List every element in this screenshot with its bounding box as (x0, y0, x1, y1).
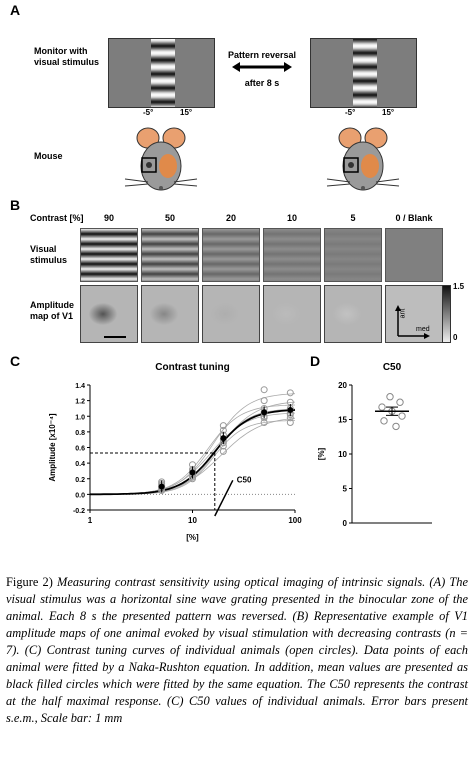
y-tick-label: 0 (343, 519, 348, 528)
y-tick-label: 0.6 (75, 446, 85, 453)
amplitude-map (324, 285, 382, 343)
individual-data-point (219, 422, 227, 430)
monitor-left (108, 38, 215, 108)
y-tick-label: 0.4 (75, 461, 85, 468)
contrast-header: Contrast [%] (30, 213, 84, 223)
contrast-value-label: 50 (164, 213, 175, 223)
y-tick-label: 0.2 (75, 477, 85, 484)
individual-data-point (260, 386, 268, 394)
x-tick-label: 100 (288, 516, 302, 525)
tick-left-a2: -5° (345, 108, 356, 117)
panel-d-letter: D (310, 353, 321, 369)
mean-data-point (158, 483, 165, 490)
x-tick-label: 1 (88, 516, 93, 525)
axis-ant-label: ant (399, 308, 407, 319)
mouse-label: Mouse (34, 151, 63, 161)
c50-data-point (392, 422, 400, 431)
contrast-value-label: 10 (286, 213, 297, 223)
amplitude-map-label: Amplitude map of V1 (30, 300, 74, 321)
c50-annotation-line (214, 479, 234, 517)
contrast-value-label: 0 / Blank (395, 213, 433, 223)
colorbar-min: 0 (453, 333, 458, 342)
y-tick-label: 1.2 (75, 399, 85, 406)
c50-data-point (386, 393, 394, 401)
c50-data-point (398, 412, 406, 420)
c50-data-point (378, 403, 386, 411)
individual-data-point (286, 419, 294, 426)
y-tick-label: 1.0 (75, 414, 85, 421)
mouse-illustration-right (326, 127, 400, 191)
figure-caption: Figure 2) Measuring contrast sensitivity… (6, 574, 468, 727)
individual-data-point (286, 389, 294, 397)
axis-med-label: med (416, 326, 430, 333)
y-tick-label: 10 (338, 450, 347, 459)
tick-right-a2: 15° (382, 108, 395, 117)
amplitude-map (385, 285, 443, 343)
amplitude-map (263, 285, 321, 343)
double-arrow-icon (232, 62, 292, 72)
c50-annotation: C50 (237, 475, 252, 484)
mouse-illustration-left (124, 127, 198, 191)
y-tick-label: 5 (343, 485, 348, 494)
y-axis-label: Amplitude [x10⁻⁴] (48, 413, 57, 482)
y-tick-label: 0.0 (75, 492, 85, 499)
panel-c-letter: C (10, 353, 21, 369)
y-tick-label: 1.4 (75, 383, 85, 390)
stimulus-grating (385, 228, 443, 282)
c50-data-point (396, 398, 404, 406)
contrast-tuning-chart: Contrast tuning -0.2 0.0 0.2 0.4 0.6 0.8 1.0 1.2… (48, 362, 302, 542)
grating-right (353, 39, 377, 107)
contrast-value-label: 90 (103, 213, 114, 223)
figure-label: Figure 2) (6, 575, 53, 589)
chart-title: Contrast tuning (155, 362, 229, 373)
individual-fit-curve (90, 420, 295, 495)
monitor-label: Monitor with visual stimulus (34, 46, 100, 67)
mean-data-point (261, 409, 268, 416)
amplitude-map (202, 285, 260, 343)
contrast-value-label: 20 (225, 213, 236, 223)
colorbar (442, 285, 451, 343)
mean-data-point (189, 469, 196, 476)
after-8s-label: after 8 s (244, 78, 280, 88)
c50-data-point (380, 417, 388, 425)
grating-left (151, 39, 175, 107)
monitor-right (310, 38, 417, 108)
y-tick-label: 0.8 (75, 430, 85, 437)
y-tick-label: 15 (338, 416, 347, 425)
tick-right-a: 15° (180, 108, 193, 117)
mean-data-point (287, 407, 294, 413)
colorbar-max: 1.5 (453, 282, 465, 291)
panel-b-letter: B (10, 197, 21, 213)
panel-a-letter: A (10, 2, 21, 18)
visual-stimulus-label: Visual stimulus (30, 244, 68, 265)
x-axis-label: [%] (186, 533, 199, 542)
c50-chart: C50 0 5 10 15 20 [%] (317, 362, 432, 528)
individual-fit-curve (89, 417, 296, 495)
x-tick-label: 10 (188, 516, 197, 525)
stimulus-grating (263, 228, 321, 282)
stimulus-grating (202, 228, 260, 282)
scale-bar (104, 336, 126, 338)
amplitude-map (80, 285, 138, 343)
stimulus-grating (324, 228, 382, 282)
contrast-value-label: 5 (350, 213, 356, 223)
individual-fit-curve (90, 404, 296, 495)
pattern-reversal-label: Pattern reversal (227, 50, 297, 60)
tick-left-a: -5° (143, 108, 154, 117)
y-tick-label: -0.2 (73, 508, 85, 515)
c50-chart-title: C50 (383, 362, 402, 373)
stimulus-grating (141, 228, 199, 282)
y-axis-label: [%] (317, 447, 326, 460)
orientation-arrows-icon (395, 305, 430, 339)
stimulus-grating (80, 228, 138, 282)
individual-data-point (219, 447, 227, 455)
y-tick-label: 20 (338, 381, 347, 390)
caption-text: Measuring contrast sensitivity using opt… (6, 575, 468, 725)
individual-data-point (260, 397, 268, 405)
amplitude-map (141, 285, 199, 343)
mean-data-point (220, 435, 227, 442)
